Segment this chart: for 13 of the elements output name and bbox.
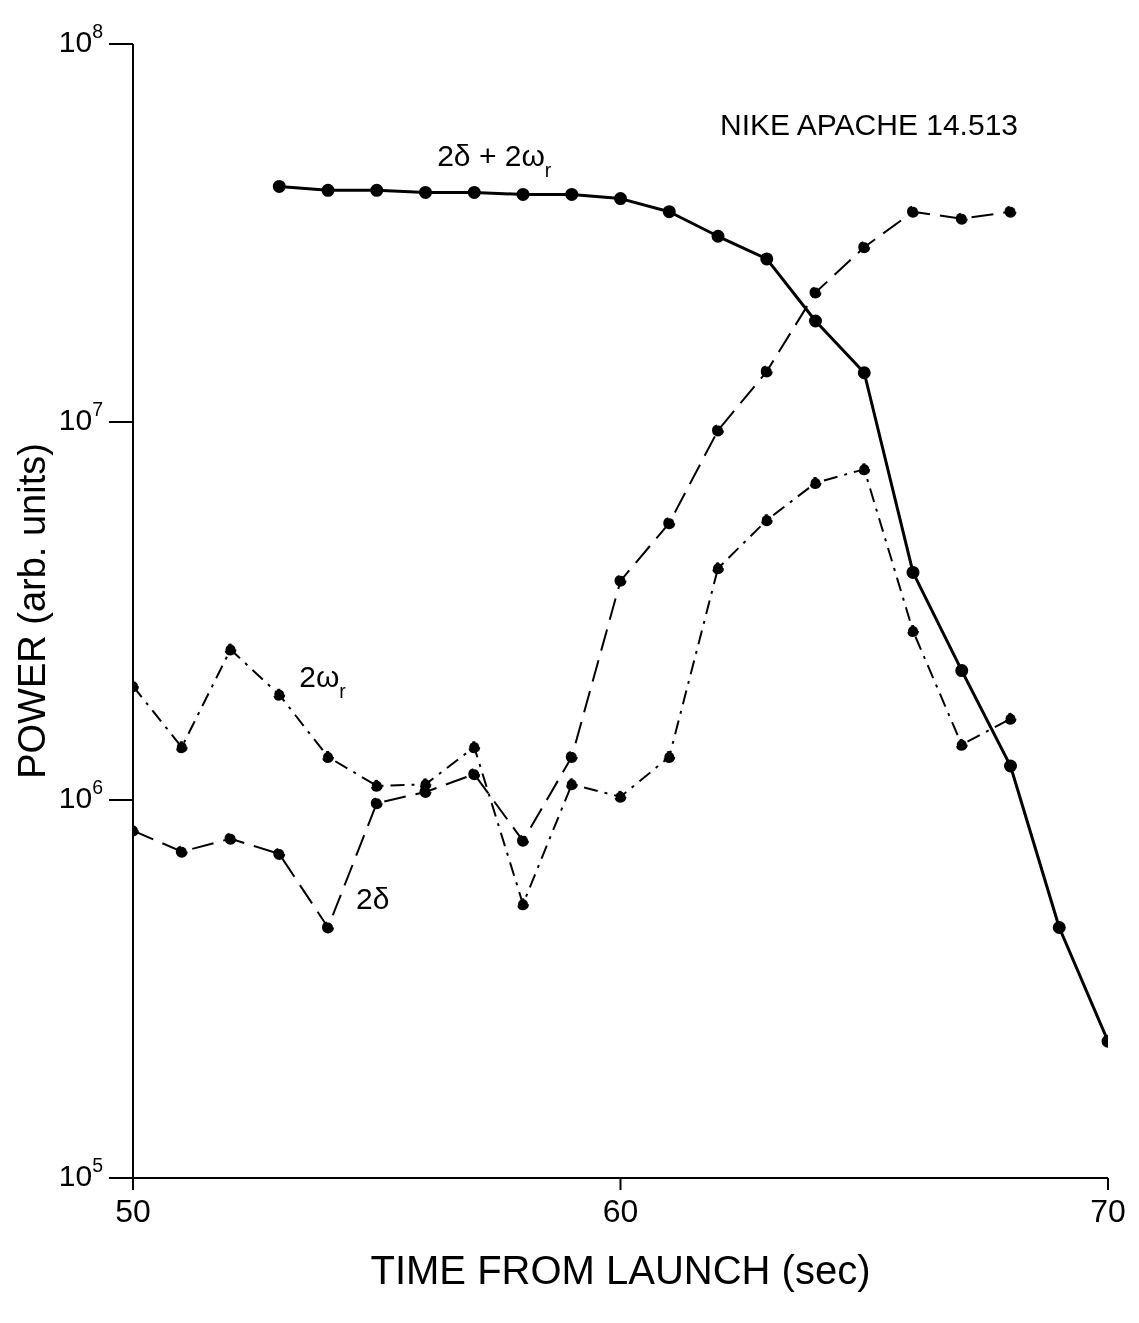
y-tick-label: 10$^{6}$ [58, 776, 103, 814]
x-tick-label: 50 [115, 1193, 151, 1230]
series-label: 2δ + 2ω$_{r}$ [437, 139, 552, 182]
x-tick-label: 70 [1090, 1193, 1126, 1230]
annotation: NIKE APACHE 14.513 [720, 108, 1018, 142]
y-tick-label: 10$^{5}$ [58, 1154, 104, 1192]
y-tick-label: 10$^{8}$ [58, 20, 103, 58]
x-tick-label: 60 [602, 1193, 639, 1230]
y-axis-title: POWER (arb. units) [11, 443, 54, 779]
series-label: 2ω$_{r}$ [299, 659, 347, 702]
y-tick-label: 10$^{7}$ [58, 398, 103, 436]
x-axis-title: TIME FROM LAUNCH (sec) [370, 1248, 871, 1292]
series-label: 2δ [356, 882, 390, 916]
